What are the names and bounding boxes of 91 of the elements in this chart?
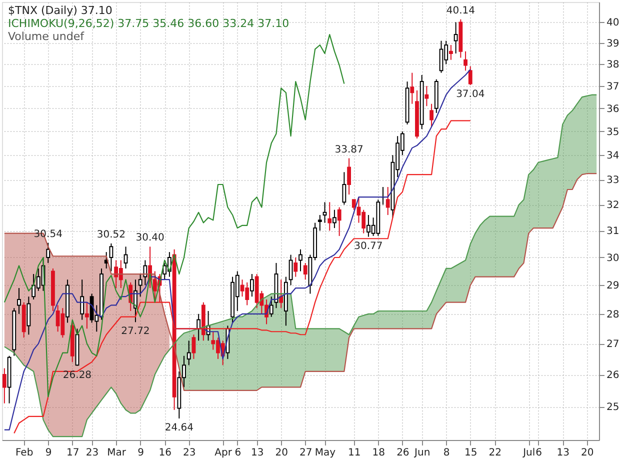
candlestick — [424, 85, 429, 107]
x-tick-label: 20 — [275, 448, 288, 458]
x-tick-label: Apr — [214, 448, 233, 458]
y-tick-label: 34 — [606, 150, 620, 162]
text: 37.04 — [456, 89, 485, 100]
x-tick-label: 18 — [372, 448, 386, 458]
candlestick — [464, 50, 468, 72]
candlestick — [17, 288, 21, 314]
x-tick-label: 22 — [488, 448, 502, 458]
candlestick — [192, 334, 196, 360]
candlestick — [294, 256, 298, 278]
y-tick-label: 26 — [606, 370, 620, 382]
candlestick — [186, 340, 191, 366]
y-tick-label: 39 — [606, 38, 620, 50]
x-tick-label: 13 — [250, 448, 264, 458]
annotation: Volume undef — [8, 30, 86, 43]
y-tick-label: 31 — [606, 226, 620, 238]
x-tick-label: Feb — [15, 448, 34, 458]
candlestick — [298, 248, 302, 272]
text: 30.40 — [136, 232, 164, 244]
text: 30.52 — [96, 229, 126, 240]
candlestick — [337, 206, 342, 236]
x-tick-label: 8 — [443, 448, 450, 458]
x-tick-label: 16 — [158, 448, 172, 458]
candlestick — [342, 172, 346, 206]
x-tick-label: 20 — [581, 448, 594, 458]
candlestick — [250, 274, 254, 298]
y-tick-label: 40 — [606, 18, 620, 29]
text: 27.72 — [121, 326, 150, 338]
candlestick — [138, 274, 142, 298]
text: 30.54 — [34, 228, 62, 240]
y-tick-label: 37 — [606, 81, 620, 92]
y-tick-label: 29 — [606, 280, 620, 292]
candlestick — [124, 246, 128, 269]
candlestick — [288, 254, 293, 286]
y-tick-label: 35 — [606, 126, 620, 138]
x-tick-label: 9 — [138, 448, 144, 458]
x-tick-label: 15 — [464, 448, 478, 458]
x-tick-label: 17 — [66, 448, 80, 458]
candlestick — [26, 296, 31, 336]
candlestick — [109, 242, 114, 272]
y-tick-label: 27 — [606, 339, 620, 350]
x-tick-label: 9 — [45, 448, 52, 458]
x-tick-label: 11 — [348, 448, 361, 458]
y-tick-label: 36 — [606, 104, 620, 115]
candlestick — [2, 368, 6, 404]
y-tick-label: 33 — [606, 175, 620, 186]
candlestick — [46, 242, 50, 264]
candlestick — [328, 202, 332, 232]
text: 30.77 — [354, 240, 383, 252]
candlestick — [386, 186, 390, 216]
candlestick — [279, 279, 284, 309]
x-tick-label: 13 — [556, 448, 570, 458]
candlestick — [410, 72, 414, 104]
annotation: ICHIMOKU(9,26,52) 37.75 35.46 36.60 33.24 37.10 — [8, 17, 290, 30]
text: 40.14 — [446, 5, 475, 16]
candlestick — [468, 66, 472, 86]
line-series — [4, 173, 598, 391]
candlestick — [322, 202, 327, 224]
y-tick-label: 30 — [606, 252, 620, 264]
candlestick — [318, 214, 322, 232]
candlestick — [84, 302, 89, 330]
candlestick — [269, 296, 274, 318]
chart-title: $TNX (Daily) 37.10 — [8, 4, 112, 17]
text: 26.28 — [62, 370, 92, 381]
x-tick-label: 26 — [396, 448, 410, 458]
candlestick — [449, 44, 453, 60]
candlestick — [347, 158, 351, 196]
x-tick-label: 6 — [536, 448, 542, 458]
y-tick-label: 38 — [606, 60, 620, 71]
x-tick-label: 23 — [183, 448, 196, 458]
text: 24.64 — [164, 422, 194, 434]
candlestick — [454, 22, 458, 54]
y-tick-label: 32 — [606, 200, 620, 212]
x-tick-label: Jul — [522, 448, 536, 458]
candlestick — [332, 209, 336, 229]
x-tick-label: 23 — [86, 448, 99, 458]
text: 33.87 — [334, 144, 364, 156]
x-tick-label: May — [314, 448, 336, 458]
candlestick — [352, 199, 356, 210]
line-series — [14, 120, 471, 434]
x-tick-label: 27 — [299, 448, 312, 458]
candlestick — [80, 279, 84, 320]
candlestick — [430, 103, 434, 128]
x-tick-label: 6 — [234, 448, 242, 458]
candlestick — [303, 262, 308, 280]
y-tick-label: 28 — [606, 309, 620, 320]
candlestick — [143, 260, 148, 286]
x-tick-label: Mar — [107, 448, 127, 458]
x-tick-label: Jun — [414, 448, 430, 458]
y-tick-label: 25 — [606, 402, 620, 414]
